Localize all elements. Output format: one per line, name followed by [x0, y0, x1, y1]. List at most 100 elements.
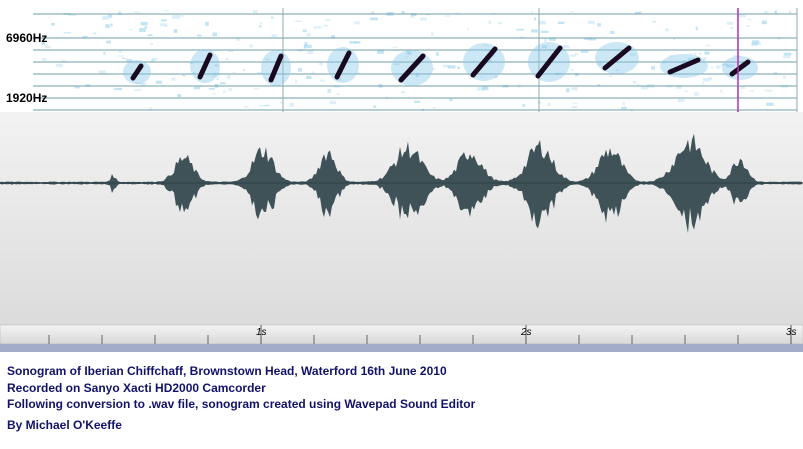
noise — [93, 32, 97, 35]
noise — [571, 68, 574, 71]
noise — [574, 53, 579, 55]
noise — [665, 28, 669, 32]
noise — [621, 106, 627, 110]
noise — [225, 58, 229, 60]
call-trace — [398, 53, 426, 83]
noise — [571, 87, 578, 91]
noise — [243, 106, 249, 108]
noise — [161, 19, 167, 22]
noise — [121, 57, 127, 59]
noise — [68, 13, 77, 17]
noise — [259, 22, 263, 24]
noise — [694, 52, 697, 56]
noise — [466, 28, 470, 31]
noise — [303, 44, 312, 49]
noise — [676, 85, 682, 89]
noise — [306, 33, 311, 37]
noise — [615, 69, 619, 72]
noise — [45, 45, 51, 49]
noise — [42, 57, 47, 61]
noise — [312, 71, 315, 74]
noise — [745, 25, 750, 27]
noise — [783, 52, 792, 56]
noise — [103, 51, 106, 55]
noise — [632, 80, 637, 84]
noise — [706, 44, 710, 47]
noise — [708, 77, 713, 81]
timeline — [0, 324, 803, 345]
spectrogram — [33, 8, 798, 112]
time-label: 2s — [520, 327, 532, 338]
noise — [415, 73, 419, 77]
call-trace — [334, 50, 352, 80]
noise — [782, 75, 786, 79]
noise — [147, 34, 153, 37]
noise — [782, 55, 791, 59]
noise — [354, 21, 360, 25]
noise — [220, 82, 226, 85]
noise — [133, 11, 141, 13]
noise — [212, 93, 216, 95]
noise — [407, 66, 411, 68]
noise — [574, 72, 579, 77]
noise — [335, 78, 342, 81]
noise — [214, 64, 219, 67]
noise — [634, 11, 642, 14]
timeline-ticks — [48, 325, 792, 344]
noise — [393, 63, 400, 65]
noise — [172, 15, 180, 19]
noise — [354, 41, 361, 44]
noise — [63, 32, 72, 34]
noise — [609, 75, 612, 77]
noise — [773, 72, 778, 74]
noise — [128, 28, 133, 31]
noise — [445, 15, 451, 17]
noise — [182, 74, 186, 77]
noise — [190, 62, 194, 64]
noise — [562, 45, 570, 49]
call-trace — [470, 46, 498, 78]
noise — [432, 107, 437, 109]
noise — [572, 102, 578, 104]
noise — [587, 20, 595, 25]
noise — [249, 44, 253, 48]
noise — [761, 20, 767, 25]
noise — [569, 54, 576, 57]
noise — [192, 72, 196, 74]
noise — [406, 50, 412, 55]
caption-author: By Michael O'Keeffe — [7, 418, 122, 432]
noise — [294, 20, 302, 23]
noise — [212, 72, 220, 77]
caption-line: Following conversion to .wav file, sonog… — [7, 397, 476, 411]
noise — [747, 18, 752, 21]
noise — [442, 64, 451, 68]
scroll-bar[interactable] — [0, 344, 803, 352]
noise — [336, 93, 340, 96]
noise — [751, 42, 758, 46]
noise — [133, 89, 142, 92]
noise — [105, 24, 110, 28]
noise — [392, 46, 398, 48]
noise — [641, 86, 648, 90]
noise — [702, 77, 710, 82]
noise — [289, 102, 294, 107]
noise — [756, 42, 762, 45]
noise — [749, 90, 754, 92]
noise — [319, 62, 323, 66]
noise — [652, 21, 657, 23]
freq-label: 1920Hz — [6, 91, 47, 105]
noise — [405, 55, 408, 59]
noise — [703, 57, 707, 60]
noise — [774, 10, 777, 14]
caption-line: Sonogram of Iberian Chiffchaff, Brownsto… — [7, 364, 447, 378]
noise — [684, 90, 688, 92]
noise — [264, 104, 270, 107]
noise — [377, 49, 384, 54]
noise — [677, 98, 685, 103]
noise — [232, 71, 236, 74]
noise — [61, 59, 67, 63]
time-label: 3s — [786, 327, 797, 338]
noise — [371, 11, 374, 14]
